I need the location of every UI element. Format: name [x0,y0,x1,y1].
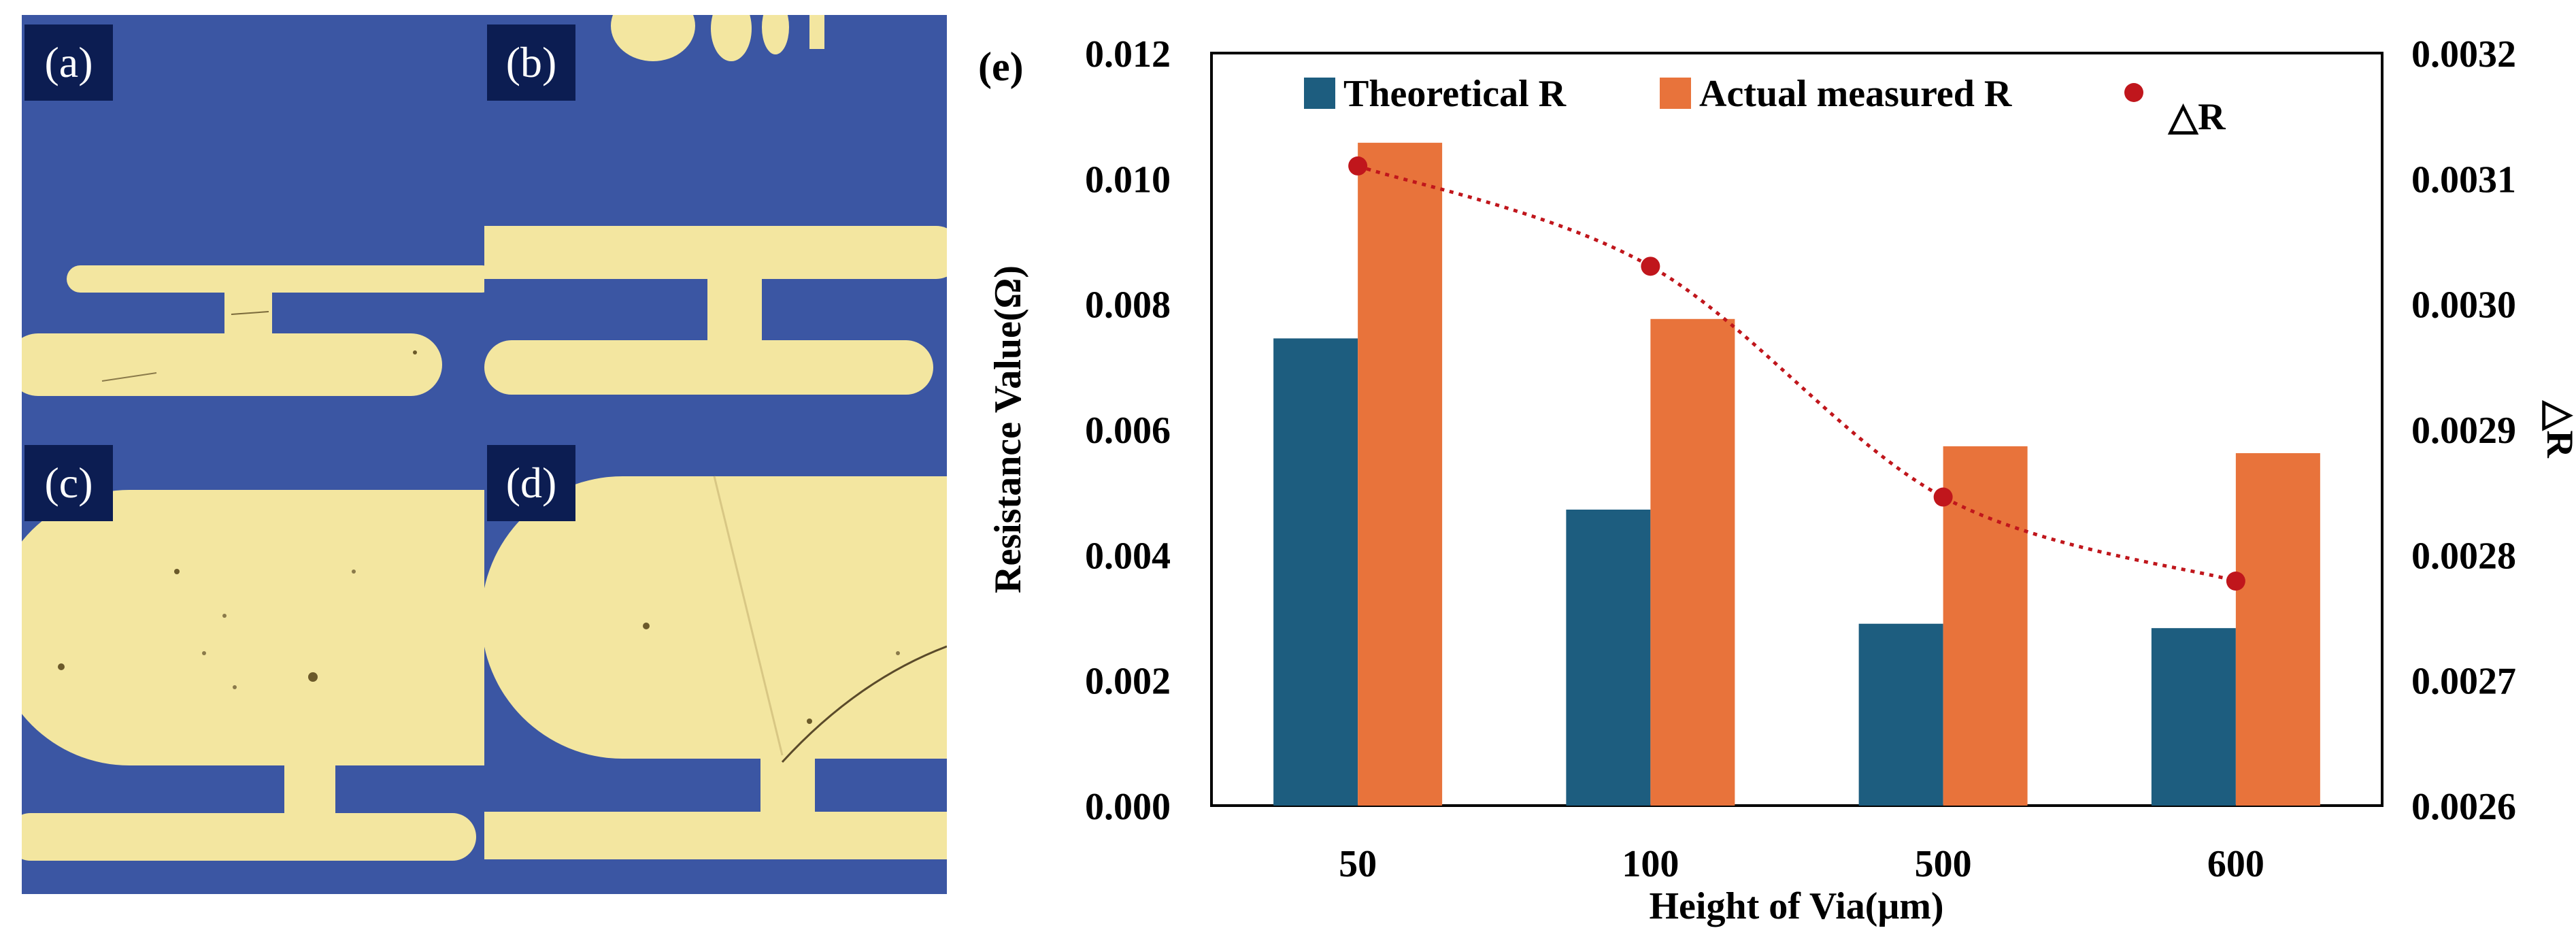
y2-tick-label: 0.0028 [2411,535,2516,577]
bar-measured-50 [1358,142,1443,806]
label-b: (b) [506,38,557,86]
legend-label-theoretical: Theoretical R [1343,73,1567,115]
x-tick-label-600: 600 [2207,843,2264,885]
delta-r-trendline [1357,164,2237,583]
label-d: (d) [506,459,557,507]
y2-tick-label: 0.0027 [2411,661,2516,703]
bar-theoretical-600 [2151,628,2236,806]
bar-theoretical-500 [1858,623,1943,806]
y2-tick-label: 0.0026 [2411,786,2516,828]
legend-swatch-theoretical [1304,78,1335,109]
delta-r-point-500 [1933,487,1953,507]
y-tick-label: 0.008 [1085,284,1171,327]
legend-marker-delta [2124,83,2143,102]
y-tick-label: 0.006 [1085,410,1171,452]
y-tick-label: 0.002 [1085,661,1171,703]
label-box-a [24,24,113,101]
y-tick-label: 0.012 [1085,33,1171,76]
x-axis-label: Height of Via(μm) [1649,885,1943,927]
bar-measured-100 [1650,318,1735,806]
micrograph-c: (c) [22,431,484,894]
legend-swatch-measured [1660,78,1691,109]
legend-label-delta: △R [2167,96,2226,138]
legend-label-measured: Actual measured R [1699,73,2012,115]
bar-measured-500 [1943,446,2028,806]
label-box-b [487,24,575,101]
bar-measured-600 [2235,453,2320,806]
micrograph-b: (b) [484,15,947,431]
y2-axis-label: △R [2539,399,2576,458]
y-tick-label: 0.010 [1085,159,1171,201]
delta-r-point-100 [1641,257,1660,276]
y2-tick-label: 0.0032 [2411,33,2516,76]
legend: Theoretical R Actual measured R △R [1304,73,2226,138]
label-c: (c) [44,459,93,507]
micrograph-a: (a) [22,15,484,431]
delta-r-point-50 [1348,156,1368,176]
y2-tick-label: 0.0030 [2411,284,2516,327]
x-tick-label-50: 50 [1339,843,1377,885]
chart-e: (e) 0.0000.0020.0040.0060.0080.0100.012 … [978,33,2576,927]
y-tick-label: 0.000 [1085,786,1171,828]
label-a: (a) [44,38,93,86]
bar-theoretical-100 [1566,509,1651,806]
panel-label-e: (e) [978,44,1024,89]
delta-r-point-600 [2226,572,2245,591]
y-tick-label: 0.004 [1085,535,1171,577]
y2-tick-label: 0.0031 [2411,159,2516,201]
x-tick-label-500: 500 [1915,843,1972,885]
label-box-c [24,445,113,521]
label-box-d [487,445,575,521]
micrograph-d: (d) [484,431,947,894]
x-tick-label-100: 100 [1622,843,1679,885]
y-axis-label: Resistance Value(Ω) [987,265,1029,593]
bar-theoretical-50 [1273,338,1358,806]
y2-tick-label: 0.0029 [2411,410,2516,452]
